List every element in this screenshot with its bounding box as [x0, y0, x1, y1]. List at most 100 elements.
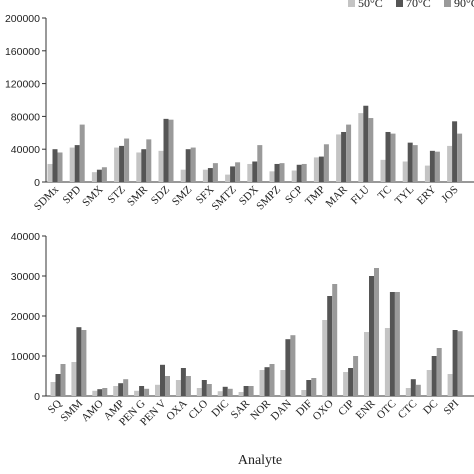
bar	[412, 145, 418, 182]
bar	[119, 145, 125, 182]
bar	[81, 330, 87, 396]
bar	[102, 388, 108, 396]
bar	[144, 388, 150, 396]
bar	[380, 159, 386, 182]
bar	[114, 147, 120, 182]
bar	[175, 380, 181, 396]
bar	[158, 150, 164, 182]
bar	[69, 147, 75, 182]
bar	[269, 171, 275, 182]
x-tick-label: CLO	[186, 398, 210, 422]
x-tick-label: OXA	[164, 398, 189, 423]
x-tick-label: AMO	[79, 398, 106, 425]
bar	[426, 370, 432, 396]
bar	[206, 384, 212, 396]
bar	[346, 124, 352, 182]
bar	[301, 163, 307, 182]
bar	[113, 386, 119, 396]
bar	[390, 133, 396, 182]
bar	[257, 145, 263, 182]
bar	[306, 380, 312, 396]
bar	[353, 356, 359, 396]
bar	[436, 348, 442, 396]
y-tick-label: 0	[34, 177, 40, 189]
bar	[424, 165, 430, 182]
bar	[327, 296, 333, 396]
bar	[447, 145, 453, 182]
bar	[118, 383, 124, 396]
bar	[402, 161, 408, 182]
y-tick-label: 30000	[11, 271, 40, 283]
bar	[269, 364, 275, 396]
bar	[227, 388, 233, 396]
y-tick-label: 200000	[5, 13, 40, 25]
bar	[348, 368, 354, 396]
bar	[343, 372, 349, 396]
bar	[431, 356, 437, 396]
bar	[290, 335, 296, 396]
y-tick-label: 120000	[5, 79, 40, 91]
bar	[165, 376, 170, 396]
x-tick-label: DIC	[209, 398, 231, 420]
bar	[50, 382, 56, 396]
bar	[201, 380, 207, 396]
bar	[212, 163, 218, 182]
bar	[279, 163, 285, 182]
bar	[243, 386, 249, 396]
bar	[57, 152, 63, 182]
x-tick-label: DC	[421, 398, 440, 417]
bar	[163, 118, 169, 182]
bar	[230, 166, 236, 182]
bar	[415, 384, 421, 396]
x-tick-label: SMM	[58, 397, 85, 424]
bar	[238, 392, 244, 396]
x-tick-label: OXO	[310, 398, 335, 423]
x-tick-label: CIP	[336, 398, 357, 419]
bar	[368, 118, 374, 182]
x-tick-label: SCP	[283, 184, 305, 206]
bar	[264, 367, 270, 396]
x-tick-label: STZ	[105, 183, 128, 206]
bar	[185, 149, 191, 182]
y-tick-label: 40000	[11, 231, 40, 243]
x-axis-title: Analyte	[238, 453, 282, 468]
x-tick-label: DAN	[269, 398, 294, 423]
bar	[190, 147, 196, 182]
x-tick-label: TMP	[303, 184, 327, 208]
bar	[96, 169, 102, 182]
legend-swatch	[444, 0, 451, 7]
legend-swatch	[396, 0, 403, 7]
bar	[247, 163, 253, 182]
bar	[285, 339, 291, 396]
bar	[313, 157, 319, 182]
bar	[394, 292, 400, 396]
bar	[134, 390, 140, 396]
bar	[160, 364, 165, 396]
bar	[429, 150, 435, 182]
bar	[141, 149, 147, 182]
bar	[364, 332, 369, 396]
bar	[301, 390, 307, 396]
bar	[252, 161, 258, 182]
y-tick-label: 20000	[11, 311, 40, 323]
y-tick-label: 10000	[11, 351, 40, 363]
bar	[384, 328, 390, 396]
legend-label: 90°C	[454, 0, 474, 10]
x-tick-label: SMR	[125, 183, 150, 208]
x-tick-label: SMX	[80, 184, 105, 209]
bar	[389, 292, 395, 396]
bar	[259, 370, 265, 396]
bar	[124, 138, 130, 182]
bar	[374, 268, 379, 396]
legend-label: 70°C	[406, 0, 431, 10]
bar	[280, 370, 286, 396]
bar	[97, 389, 103, 396]
bar	[101, 167, 107, 182]
bar	[79, 124, 85, 182]
x-tick-label: SMPZ	[254, 183, 283, 212]
bar	[296, 164, 302, 182]
bar	[207, 168, 213, 182]
y-tick-label: 160000	[5, 46, 40, 58]
